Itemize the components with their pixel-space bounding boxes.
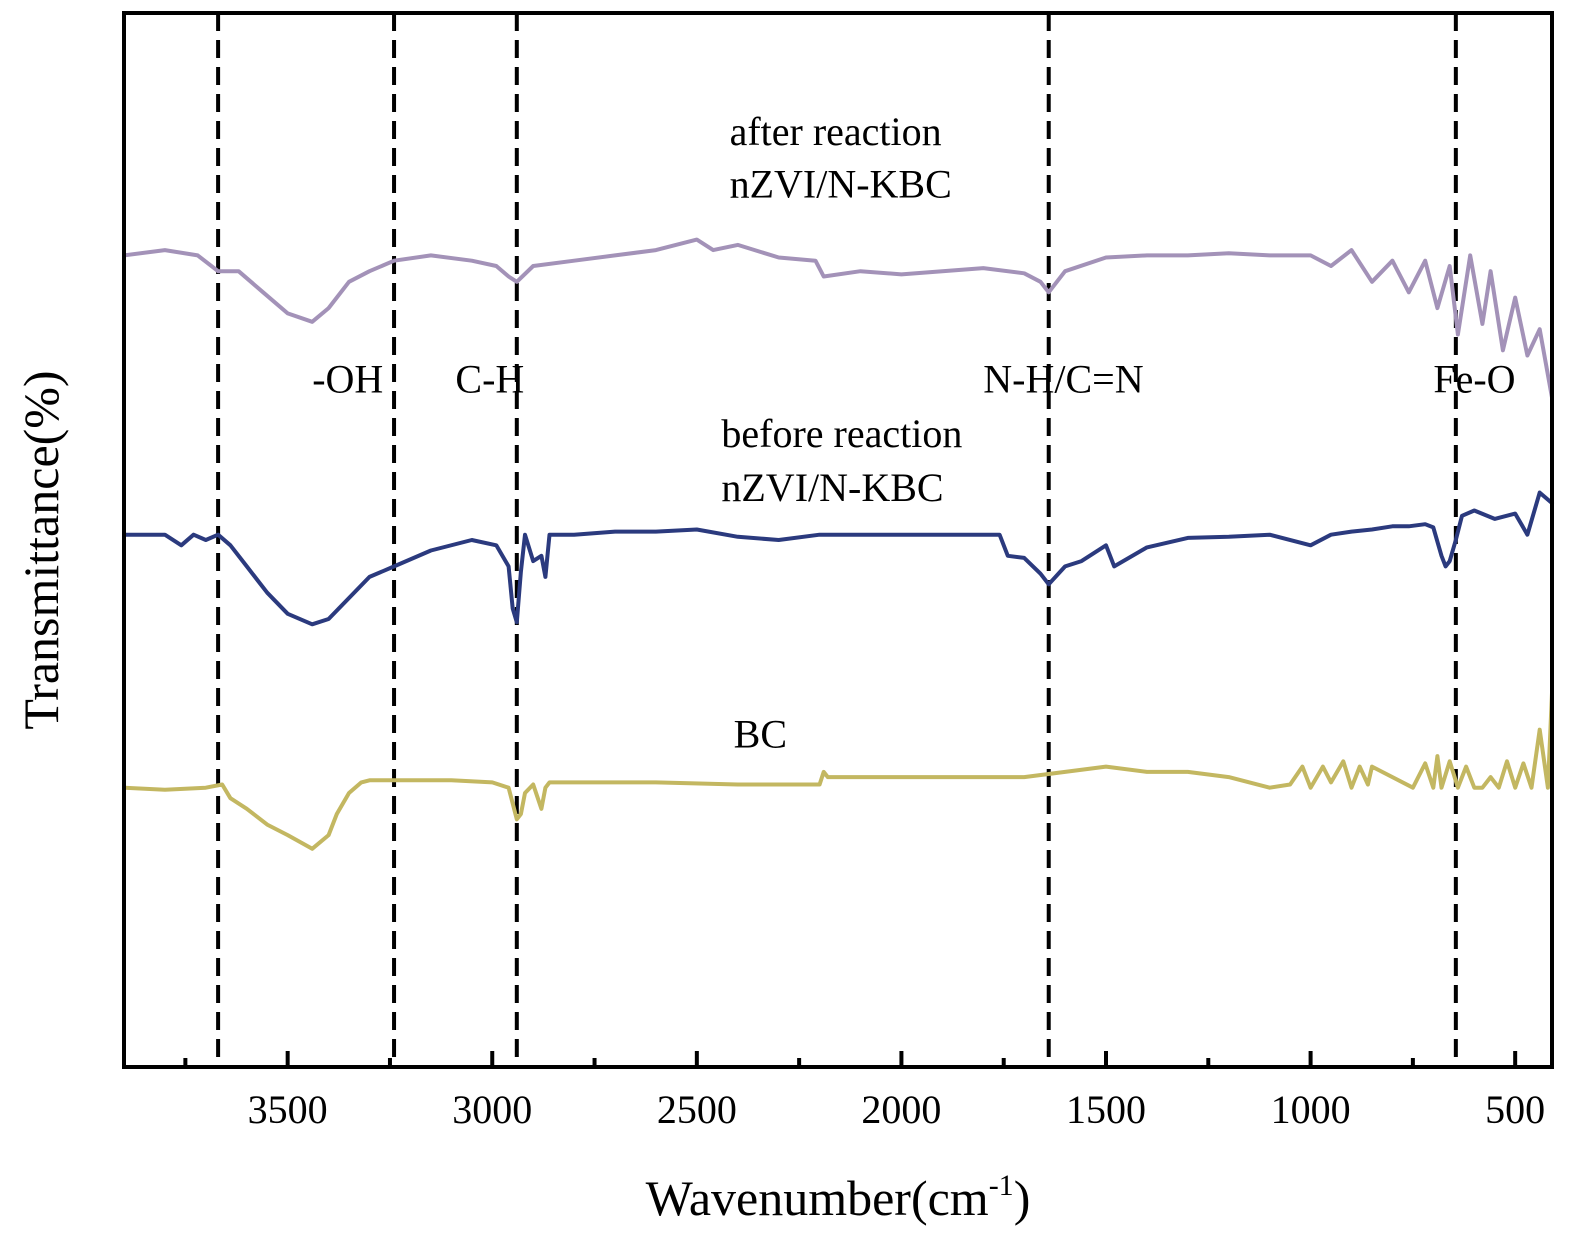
x-tick-label-4: 1500	[1066, 1087, 1146, 1132]
band-label-1: C-H	[455, 356, 524, 401]
x-axis-label-main: Wavenumber(cm	[646, 1170, 989, 1226]
series-label-1-1: nZVI/N-KBC	[721, 465, 943, 510]
x-tick-label-0: 3500	[248, 1087, 328, 1132]
series-label-1-0: before reaction	[721, 411, 962, 456]
series-labels: after reaction nZVI/N-KBC before reaction n…	[721, 109, 962, 757]
x-tick-label-1: 3000	[452, 1087, 532, 1132]
series-line-0	[122, 237, 1554, 400]
series-label-0-1: nZVI/N-KBC	[730, 161, 952, 206]
x-axis-ticks	[183, 1051, 1518, 1067]
band-label-0: -OH	[312, 356, 383, 401]
series-line-2	[122, 690, 1554, 851]
x-axis-label: Wavenumber(cm-1)	[646, 1169, 1031, 1226]
plot-frame	[122, 11, 1554, 1069]
series-layer	[122, 237, 1554, 851]
band-labels: -OH C-H N-H/C=N Fe-O	[312, 356, 1515, 401]
x-tick-label-5: 1000	[1271, 1087, 1351, 1132]
x-tick-label-6: 500	[1485, 1087, 1545, 1132]
band-label-3: Fe-O	[1433, 356, 1515, 401]
series-label-2-0: BC	[734, 712, 787, 757]
y-axis-label: Transmittance(%)	[13, 370, 69, 729]
x-axis-label-superscript: -1	[989, 1169, 1014, 1202]
x-axis-label-close: )	[1014, 1170, 1031, 1226]
band-label-2: N-H/C=N	[983, 356, 1143, 401]
series-line-1	[122, 490, 1554, 627]
x-axis-tick-labels: 3500 3000 2500 2000 1500 1000 500	[248, 1087, 1546, 1132]
x-tick-label-3: 2000	[861, 1087, 941, 1132]
x-tick-label-2: 2500	[657, 1087, 737, 1132]
series-label-0-0: after reaction	[730, 109, 942, 154]
